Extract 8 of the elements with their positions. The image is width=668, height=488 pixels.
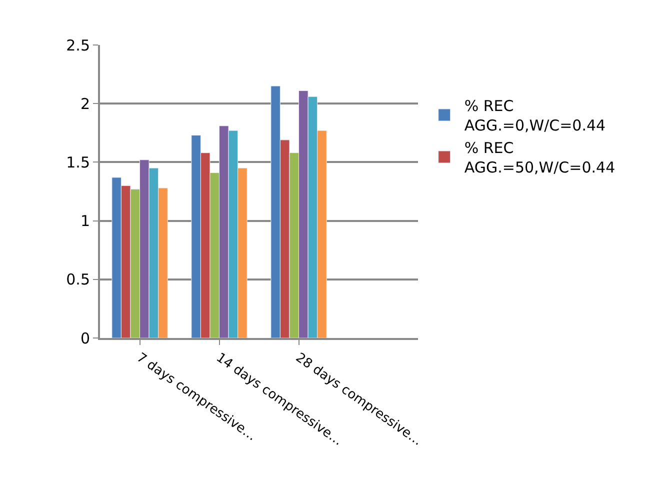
y-tick-label: 0 (80, 329, 90, 348)
legend-label: % REC AGG.=50,W/C=0.44 (464, 139, 616, 177)
y-tick-label: 2 (80, 94, 90, 113)
legend-label: % REC AGG.=0,W/C=0.44 (464, 97, 606, 135)
y-tick-label: 0.5 (66, 270, 90, 289)
y-tick-label: 1 (80, 212, 90, 230)
y-tick-label: 2.5 (66, 36, 90, 54)
y-tick-label: 1.5 (66, 153, 90, 172)
